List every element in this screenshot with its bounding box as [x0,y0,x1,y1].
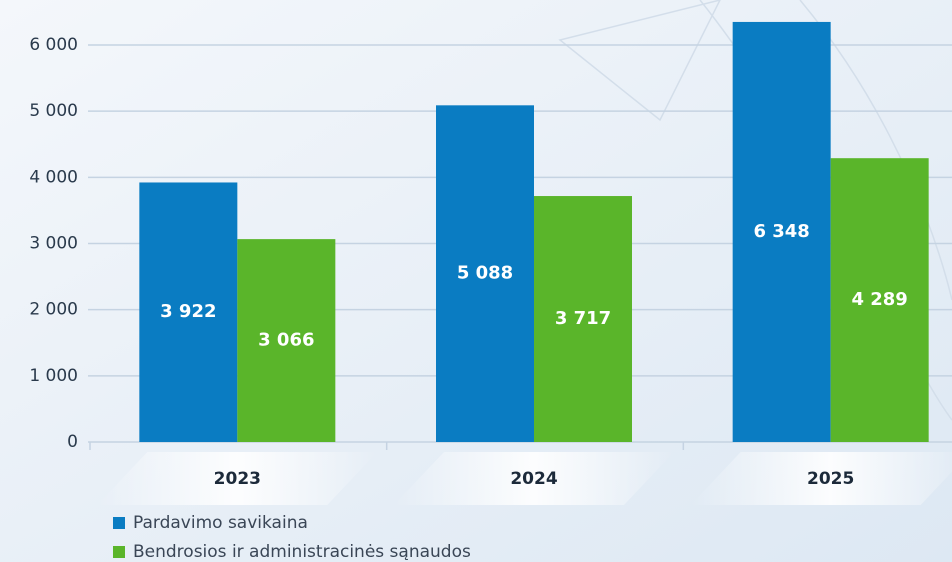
y-tick-label: 5 000 [29,101,78,121]
y-tick-label: 6 000 [29,35,78,55]
y-tick-label: 4 000 [29,167,78,187]
bar [436,105,534,442]
value-label: 3 717 [555,308,611,329]
legend-label: Pardavimo savikaina [133,513,308,533]
value-label: 3 922 [160,301,216,322]
x-tick-label: 2025 [807,469,854,489]
value-label: 5 088 [457,263,513,284]
y-tick-label: 3 000 [29,233,78,253]
value-label: 4 289 [851,289,907,310]
decoration [558,0,721,122]
value-label: 6 348 [753,221,809,242]
legend-swatch [113,517,125,529]
shadow [394,452,674,505]
legend: Pardavimo savikaina Bendrosios ir adminis… [113,513,471,562]
bar [139,182,238,442]
shadow [690,452,952,505]
bar [830,158,929,442]
x-tick-label: 2023 [214,469,261,489]
bar [237,239,336,442]
y-tick-label: 2 000 [29,300,78,320]
legend-swatch [113,546,125,558]
x-tick-label: 2024 [510,469,557,489]
bar [534,196,632,442]
y-tick-label: 1 000 [29,366,78,386]
value-label: 3 066 [258,330,314,351]
bar [732,21,831,442]
shadow [97,452,378,505]
legend-label: Bendrosios ir administracinės sąnaudos [133,542,471,562]
y-tick-label: 0 [67,432,78,452]
